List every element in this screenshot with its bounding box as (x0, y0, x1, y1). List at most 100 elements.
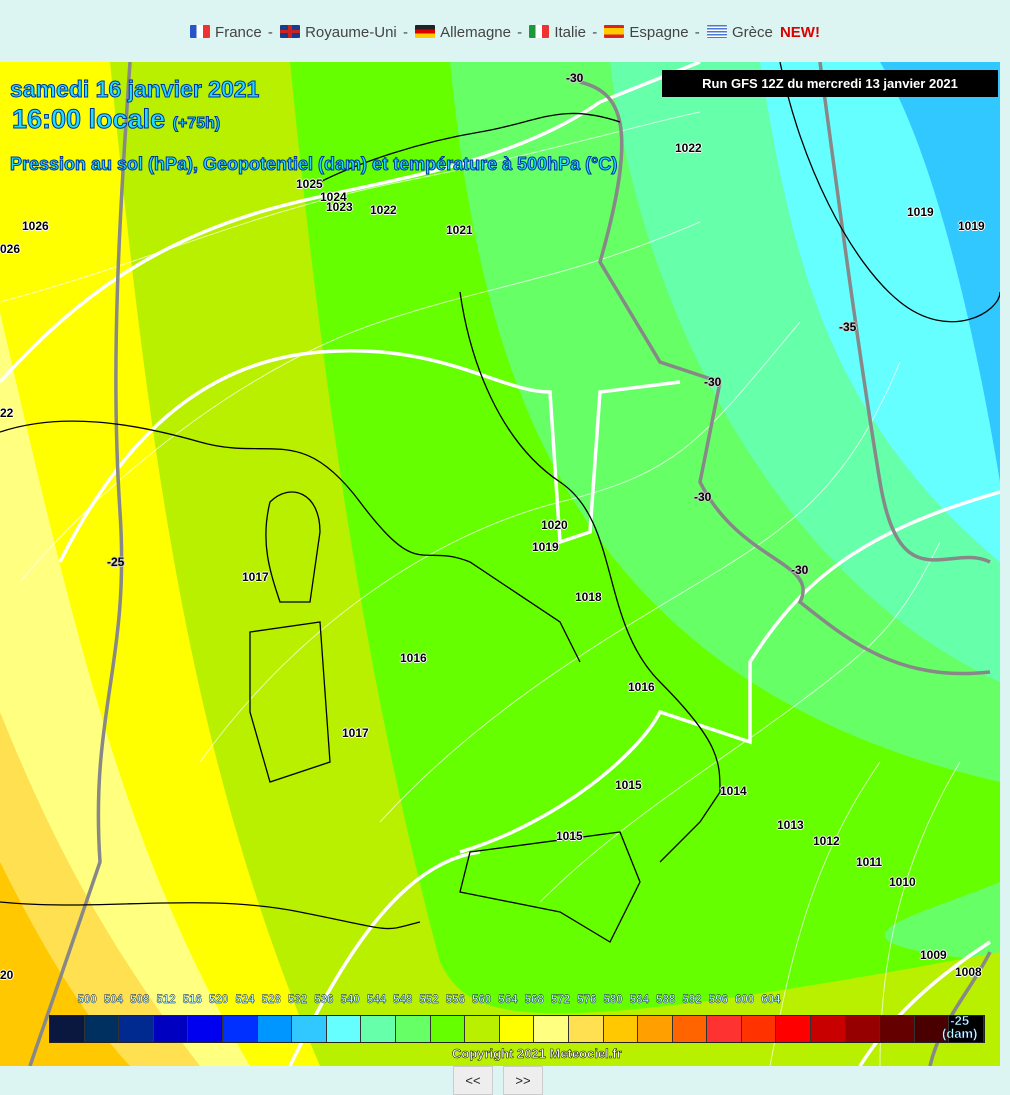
legend-value-label: 536 (314, 994, 334, 1006)
france-flag-icon (190, 25, 211, 38)
pressure-label: 1013 (777, 818, 804, 832)
legend-value-label: 544 (366, 994, 387, 1006)
next-button[interactable]: >> (503, 1066, 543, 1095)
pressure-label: 1020 (541, 518, 568, 532)
legend-color-cell (845, 1016, 881, 1042)
temperature-label: -25 (107, 555, 125, 569)
legend-color-cell (568, 1016, 604, 1042)
legend-color-cell (119, 1016, 154, 1042)
pressure-label: 1011 (856, 855, 883, 869)
nav-spain[interactable]: Espagne - (604, 24, 700, 41)
map-field (0, 62, 1000, 1066)
legend-color-cell (50, 1016, 85, 1042)
legend-value-label: 512 (156, 994, 176, 1006)
pressure-label: 1017 (342, 726, 369, 740)
legend-color-cell (395, 1016, 431, 1042)
nav-spain-link[interactable]: Espagne (629, 24, 689, 41)
italy-flag-icon (529, 25, 550, 38)
legend-color-cell (326, 1016, 362, 1042)
temperature-lines (28, 62, 992, 1066)
legend-value-label: 516 (182, 994, 203, 1006)
map-subtitle: Pression au sol (hPa), Geopotentiel (dam… (9, 154, 618, 175)
legend-value-label: 600 (734, 994, 755, 1006)
previous-button[interactable]: << (453, 1066, 493, 1095)
legend-color-cell (222, 1016, 258, 1042)
nav-uk[interactable]: Royaume-Uni - (280, 24, 409, 41)
uk-flag-icon (280, 25, 301, 38)
coastlines-borders (0, 62, 1000, 943)
pressure-label: 1019 (532, 540, 559, 554)
pressure-label: 22 (0, 406, 14, 420)
nav-greece[interactable]: Grèce (706, 24, 774, 41)
nav-germany-link[interactable]: Allemagne (440, 24, 511, 41)
pressure-label: 1017 (242, 570, 269, 584)
legend-value-label: 604 (761, 994, 781, 1006)
legend-value-label: 584 (629, 994, 650, 1006)
copyright: Copyright 2021 Meteociel.fr (452, 1046, 622, 1062)
legend-value-label: 572 (550, 994, 571, 1006)
pressure-label: 1009 (920, 948, 947, 962)
legend-labels: 500 504 508 512 516 520 524 528 532 536 540 544 548 5… (74, 994, 784, 1006)
legend-color-cell (672, 1016, 708, 1042)
legend-color-cell (707, 1016, 742, 1042)
pressure-label: 1008 (955, 965, 982, 979)
legend-color-cell (84, 1016, 120, 1042)
legend-value-label: 592 (682, 994, 702, 1006)
legend-color-cell (914, 1016, 950, 1042)
legend-color-cell (499, 1016, 535, 1042)
pressure-label: 1010 (889, 875, 916, 889)
pressure-label: 1022 (370, 203, 397, 217)
pressure-label: 1025 (296, 177, 323, 191)
temperature-label: -35 (839, 320, 857, 334)
nav-italy-link[interactable]: Italie (554, 24, 587, 41)
legend-value-label: 556 (445, 994, 466, 1006)
legend-color-cell (880, 1016, 915, 1042)
pressure-label: 026 (0, 242, 21, 256)
legend-color-cell (257, 1016, 293, 1042)
legend-color-cell (949, 1016, 985, 1042)
nav-france-link[interactable]: France (215, 24, 262, 41)
nav-greece-link[interactable]: Grèce (731, 24, 773, 41)
forecast-local-time: 16:00 locale (11, 104, 166, 135)
forecast-date: samedi 16 janvier 2021 (9, 76, 260, 103)
legend-value-label: 560 (472, 994, 492, 1006)
pressure-label: 1019 (907, 205, 934, 219)
spain-flag-icon (604, 25, 625, 38)
forecast-offset: (+75h) (172, 115, 221, 133)
nav-uk-link[interactable]: Royaume-Uni (305, 24, 397, 41)
legend-color-cell (603, 1016, 639, 1042)
legend-value-label: 548 (393, 994, 413, 1006)
band-yellow-green (0, 62, 1000, 1066)
run-info: Run GFS 12Z du mercredi 13 janvier 2021 (662, 70, 998, 97)
pressure-label: 1023 (326, 200, 353, 214)
legend-color-cell (776, 1016, 812, 1042)
pressure-label: 1012 (813, 834, 840, 848)
separator: - (694, 24, 700, 41)
legend-value-label: 504 (103, 994, 124, 1006)
legend-value-label: 568 (524, 994, 544, 1006)
temperature-label: -30 (791, 563, 809, 577)
separator: - (592, 24, 598, 41)
pressure-label: 1022 (675, 141, 702, 155)
pressure-label: 1014 (720, 784, 747, 798)
nav-france[interactable]: France - (190, 24, 274, 41)
nav-germany[interactable]: Allemagne - (415, 24, 523, 41)
legend-value-label: 552 (419, 994, 439, 1006)
separator: - (402, 24, 408, 41)
pressure-label: 1024 (320, 190, 347, 204)
legend-color-scale (49, 1015, 986, 1043)
legend-color-cell (153, 1016, 189, 1042)
greece-flag-icon (706, 25, 727, 38)
band-light-yellow (0, 62, 250, 1066)
separator: - (517, 24, 523, 41)
legend-unit: -25 (dam) (942, 1014, 978, 1040)
legend-value-label: 532 (287, 994, 308, 1006)
pressure-label: 1026 (22, 219, 49, 233)
nav-italy[interactable]: Italie - (529, 24, 598, 41)
pressure-label: 1021 (446, 223, 473, 237)
pressure-label: 1019 (958, 219, 985, 233)
legend-color-cell (292, 1016, 327, 1042)
pressure-label: 1015 (615, 778, 642, 792)
legend-value-label: 524 (235, 994, 255, 1006)
legend-value-label: 564 (498, 994, 518, 1006)
